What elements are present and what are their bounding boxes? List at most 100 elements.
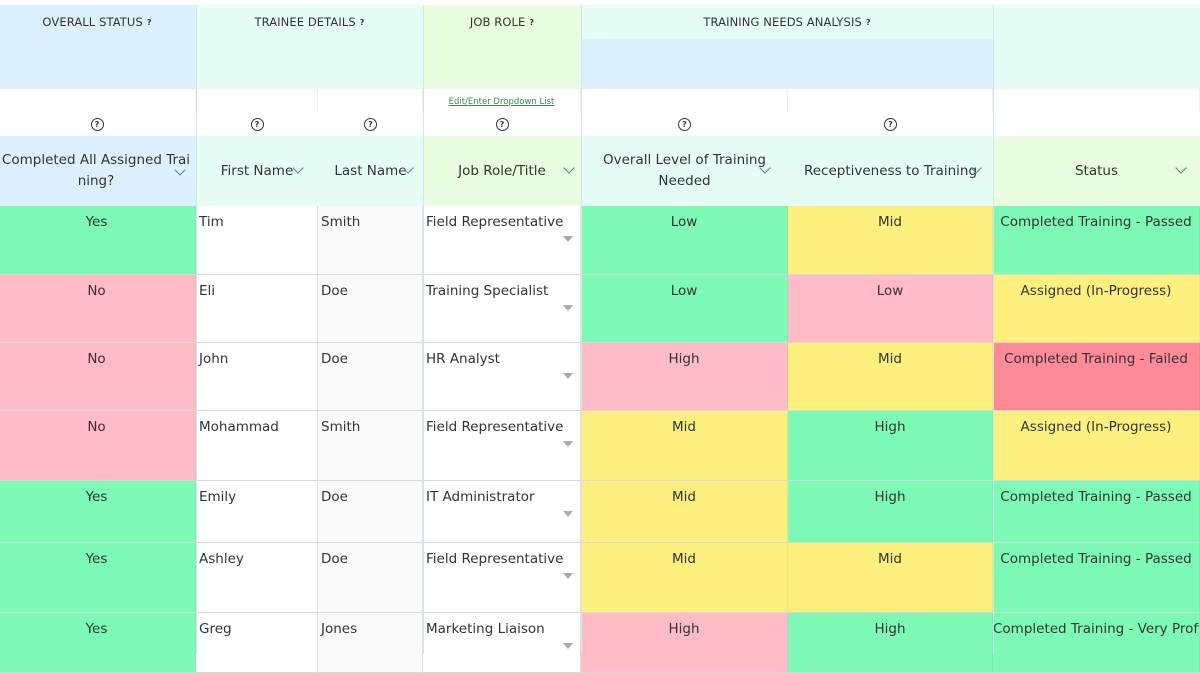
table-cell-completed[interactable]: No: [0, 343, 196, 411]
table-cell-first[interactable]: John: [196, 343, 318, 411]
dropdown-arrow-icon[interactable]: [563, 373, 573, 379]
table-cell-last[interactable]: Smith: [318, 206, 423, 275]
spacer-cell: Edit/Enter Dropdown List: [423, 89, 581, 112]
group-header-band-3: [581, 39, 993, 89]
table-cell-recept[interactable]: High: [788, 411, 993, 481]
dropdown-arrow-icon[interactable]: [563, 305, 573, 311]
table-cell-level[interactable]: Low: [581, 206, 788, 275]
column-divider: [581, 5, 582, 654]
table-cell-completed[interactable]: Yes: [0, 206, 196, 275]
column-header-3[interactable]: Job Role/Title: [423, 136, 581, 206]
table-cell-last[interactable]: Doe: [318, 275, 423, 343]
table-cell-recept[interactable]: High: [788, 613, 993, 673]
help-icon[interactable]: ?: [865, 18, 871, 27]
help-circle-icon[interactable]: ?: [678, 117, 691, 131]
table-cell-role[interactable]: Marketing Liaison: [423, 613, 581, 673]
table-cell-first[interactable]: Eli: [196, 275, 318, 343]
table-cell-last[interactable]: Doe: [318, 481, 423, 543]
column-header-0[interactable]: Completed All Assigned Training?: [0, 136, 196, 206]
table-cell-role[interactable]: HR Analyst: [423, 343, 581, 411]
chevron-down-icon[interactable]: [563, 162, 575, 174]
table-cell-recept[interactable]: Low: [788, 275, 993, 343]
help-circle-icon[interactable]: ?: [884, 117, 897, 131]
help-icon[interactable]: ?: [529, 18, 535, 27]
table-cell-first[interactable]: Mohammad: [196, 411, 318, 481]
table-cell-first[interactable]: Greg: [196, 613, 318, 673]
dropdown-arrow-icon[interactable]: [563, 643, 573, 649]
cell-value-role: Field Representative: [426, 551, 564, 567]
table-cell-role[interactable]: Field Representative: [423, 543, 581, 613]
cell-value-role: Field Representative: [426, 214, 564, 230]
spacer-cell: [318, 89, 423, 112]
help-circle-icon[interactable]: ?: [90, 117, 104, 131]
edit-dropdown-link[interactable]: Edit/Enter Dropdown List: [448, 97, 555, 107]
cell-value-completed: Yes: [85, 551, 108, 567]
column-header-label: Status: [1074, 162, 1119, 179]
table-cell-level[interactable]: Mid: [581, 481, 788, 543]
group-header-label: JOB ROLE: [469, 15, 526, 29]
table-cell-first[interactable]: Tim: [196, 206, 318, 275]
help-icon[interactable]: ?: [359, 18, 365, 27]
group-header-label: OVERALL STATUS: [42, 15, 143, 29]
column-header-label: Receptiveness to Training: [803, 162, 978, 179]
table-cell-role[interactable]: Training Specialist: [423, 275, 581, 343]
table-cell-completed[interactable]: No: [0, 411, 196, 481]
table-cell-level[interactable]: Mid: [581, 411, 788, 481]
column-header-6[interactable]: Status: [993, 136, 1200, 206]
table-cell-role[interactable]: Field Representative: [423, 411, 581, 481]
dropdown-arrow-icon[interactable]: [563, 236, 573, 242]
help-circle-icon[interactable]: ?: [495, 117, 509, 131]
table-cell-completed[interactable]: Yes: [0, 481, 196, 543]
table-cell-status[interactable]: Completed Training - Passed: [993, 206, 1200, 275]
column-header-2[interactable]: Last Name: [318, 136, 423, 206]
dropdown-arrow-icon[interactable]: [563, 441, 573, 447]
column-header-4[interactable]: Overall Level of Training Needed: [581, 136, 788, 206]
help-circle-icon[interactable]: ?: [364, 117, 377, 131]
table-cell-level[interactable]: Low: [581, 275, 788, 343]
table-cell-status[interactable]: Completed Training - Very Proficient: [993, 613, 1200, 673]
table-cell-role[interactable]: Field Representative: [423, 206, 581, 275]
table-cell-level[interactable]: High: [581, 613, 788, 673]
table-cell-recept[interactable]: Mid: [788, 206, 993, 275]
column-header-label: First Name: [220, 162, 294, 179]
chevron-down-icon[interactable]: [1175, 162, 1187, 174]
table-cell-recept[interactable]: Mid: [788, 343, 993, 411]
table-cell-first[interactable]: Ashley: [196, 543, 318, 613]
chevron-down-icon[interactable]: [292, 162, 304, 174]
table-cell-status[interactable]: Completed Training - Passed: [993, 481, 1200, 543]
table-cell-status[interactable]: Completed Training - Failed: [993, 343, 1200, 411]
table-cell-level[interactable]: High: [581, 343, 788, 411]
table-cell-completed[interactable]: No: [0, 275, 196, 343]
table-cell-role[interactable]: IT Administrator: [423, 481, 581, 543]
cell-value-recept: High: [874, 419, 906, 435]
column-header-1[interactable]: First Name: [196, 136, 318, 206]
table-cell-first[interactable]: Emily: [196, 481, 318, 543]
column-header-5[interactable]: Receptiveness to Training: [788, 136, 993, 206]
table-cell-status[interactable]: Assigned (In-Progress): [993, 275, 1200, 343]
dropdown-arrow-icon[interactable]: [563, 511, 573, 517]
column-divider: [196, 5, 197, 654]
group-header-label: TRAINEE DETAILS: [254, 15, 356, 29]
cell-value-last: Doe: [321, 283, 348, 299]
table-cell-status[interactable]: Assigned (In-Progress): [993, 411, 1200, 481]
cell-value-role: Marketing Liaison: [426, 621, 545, 637]
table-cell-last[interactable]: Doe: [318, 543, 423, 613]
table-cell-completed[interactable]: Yes: [0, 543, 196, 613]
help-circle-icon[interactable]: ?: [250, 117, 264, 131]
table-cell-completed[interactable]: Yes: [0, 613, 196, 673]
table-cell-recept[interactable]: Mid: [788, 543, 993, 613]
column-header-label: Last Name: [334, 162, 407, 179]
table-cell-status[interactable]: Completed Training - Passed: [993, 543, 1200, 613]
table-cell-last[interactable]: Smith: [318, 411, 423, 481]
table-cell-last[interactable]: Jones: [318, 613, 423, 673]
cell-value-completed: No: [87, 419, 106, 435]
dropdown-arrow-icon[interactable]: [563, 573, 573, 579]
cell-value-role: Training Specialist: [426, 283, 549, 299]
table-cell-last[interactable]: Doe: [318, 343, 423, 411]
cell-value-last: Doe: [321, 351, 348, 367]
help-row-cell: ?: [318, 112, 423, 136]
table-cell-level[interactable]: Mid: [581, 543, 788, 613]
group-header-0: OVERALL STATUS?: [0, 5, 196, 89]
help-icon[interactable]: ?: [146, 18, 152, 27]
table-cell-recept[interactable]: High: [788, 481, 993, 543]
